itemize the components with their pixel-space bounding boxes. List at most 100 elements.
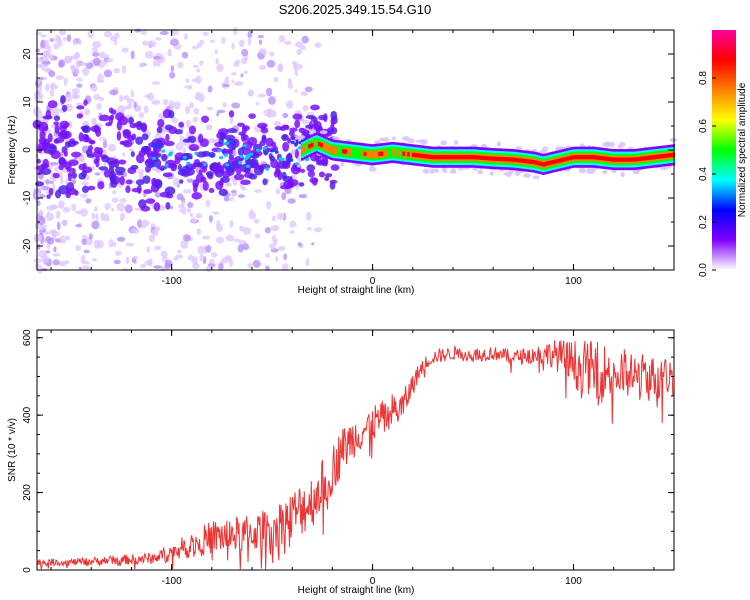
spectrum-blob <box>249 152 254 156</box>
spectrum-ridge-segment <box>392 148 396 157</box>
spectrogram-marks <box>32 26 678 274</box>
spectrum-ridge-segment <box>498 156 502 162</box>
spectrum-halo-blob <box>634 169 640 174</box>
spectrum-noise-blob <box>96 103 102 110</box>
spectrum-ridge-segment <box>621 157 625 162</box>
spectrum-noise-blob <box>75 245 82 251</box>
spectrum-noise-blob <box>160 250 168 258</box>
spectrum-noise-blob <box>221 36 226 44</box>
spectrum-blob <box>78 163 85 171</box>
spectrum-blob <box>294 119 301 129</box>
spectrum-noise-blob <box>205 124 213 131</box>
spectrum-ridge-segment <box>493 156 497 161</box>
spectrum-blob <box>34 181 45 187</box>
spectrum-noise-blob <box>292 62 298 71</box>
spectrum-noise-blob <box>84 175 90 180</box>
spectrum-blob <box>165 202 171 210</box>
spectrum-blob <box>225 166 230 170</box>
spectrum-blob <box>52 172 60 179</box>
spectrum-noise-blob <box>216 112 220 117</box>
spectrum-blob <box>225 163 230 167</box>
spectrum-noise-blob <box>189 212 194 217</box>
spectrum-blob <box>53 121 60 126</box>
spectrum-noise-blob <box>141 219 150 227</box>
spectrum-ridge-segment <box>518 158 521 163</box>
spectrum-ridge-segment <box>315 137 319 149</box>
spectrum-noise-blob <box>70 64 76 73</box>
spectrum-noise-blob <box>172 177 180 187</box>
spectrum-noise-blob <box>72 39 77 46</box>
spectrum-noise-blob <box>230 190 237 194</box>
figure-title: S206.2025.349.15.54.G10 <box>279 2 432 17</box>
spectrum-ridge-segment <box>438 155 442 160</box>
spectrum-ridge-segment <box>561 157 565 162</box>
spectrum-ridge-segment <box>443 155 446 160</box>
spectrum-noise-blob <box>266 108 274 115</box>
spectrum-noise-blob <box>38 234 43 243</box>
spectrum-ridge-segment <box>313 140 316 148</box>
spectrum-noise-blob <box>94 172 101 176</box>
spectrum-noise-blob <box>82 265 90 271</box>
spectrum-noise-blob <box>50 161 59 166</box>
spectrum-noise-blob <box>63 77 68 86</box>
spectrum-blob <box>191 162 203 168</box>
spectrum-noise-blob <box>49 89 55 97</box>
spectrum-noise-blob <box>257 93 266 98</box>
spectrum-ridge-segment <box>409 150 413 159</box>
spectrum-halo-blob <box>542 146 549 152</box>
spectrum-noise-blob <box>103 162 107 167</box>
spectrum-ridge-segment <box>457 155 461 160</box>
spectrum-blob <box>153 202 161 212</box>
spectrum-blob <box>223 141 228 146</box>
spectrum-blob <box>235 167 242 175</box>
spectrum-noise-blob <box>82 67 90 76</box>
spectrum-noise-blob <box>85 198 92 204</box>
spectrum-blob <box>120 141 130 146</box>
spectrum-blob <box>324 176 330 182</box>
spectrum-blob <box>282 141 290 152</box>
spectrum-halo-blob <box>589 168 595 174</box>
spectrum-noise-blob <box>135 105 142 112</box>
spectrum-noise-blob <box>93 239 101 249</box>
spectrum-blob <box>312 119 318 130</box>
spectrum-blob <box>97 181 105 190</box>
spectrum-noise-blob <box>52 259 60 266</box>
spectrum-blob <box>246 164 251 168</box>
spectrum-ridge-segment <box>525 159 528 164</box>
spectrum-noise-blob <box>313 227 323 233</box>
spectrum-blob <box>150 161 155 165</box>
spectrum-noise-blob <box>218 263 224 271</box>
spectrum-noise-blob <box>241 57 248 65</box>
spectrum-blob <box>219 132 226 141</box>
spectrum-noise-blob <box>126 98 135 104</box>
spectrum-noise-blob <box>53 42 60 50</box>
spectrum-noise-blob <box>152 55 162 60</box>
spectrum-noise-blob <box>93 93 101 101</box>
spectrum-blob <box>242 125 251 131</box>
spectrum-noise-blob <box>35 63 43 68</box>
spectrum-blob <box>125 185 131 194</box>
spectrum-blob <box>113 159 118 165</box>
spectrum-blob <box>188 144 200 152</box>
spectrum-ridge-segment <box>445 155 449 160</box>
spectrum-blob <box>48 187 54 196</box>
spectrum-ridge-segment <box>643 156 647 161</box>
spectrum-blob <box>37 121 49 132</box>
x-tick-label: -100 <box>162 576 182 587</box>
spectrum-ridge-segment <box>537 161 540 166</box>
spectrum-blob <box>300 168 306 174</box>
spectrum-blob <box>289 158 294 162</box>
spectrum-noise-blob <box>144 94 152 99</box>
spectrum-noise-blob <box>195 212 203 219</box>
spectrum-noise-blob <box>188 102 195 109</box>
spectrum-blob <box>62 133 68 140</box>
spectrum-blob <box>191 192 203 200</box>
spectrum-noise-blob <box>241 48 249 57</box>
spectrum-ridge-segment <box>368 150 372 159</box>
spectrum-noise-blob <box>185 119 191 129</box>
spectrum-noise-blob <box>271 234 277 243</box>
spectrum-halo-blob <box>382 137 390 142</box>
spectrum-ridge-segment <box>397 149 401 157</box>
spectrum-noise-blob <box>207 85 213 93</box>
